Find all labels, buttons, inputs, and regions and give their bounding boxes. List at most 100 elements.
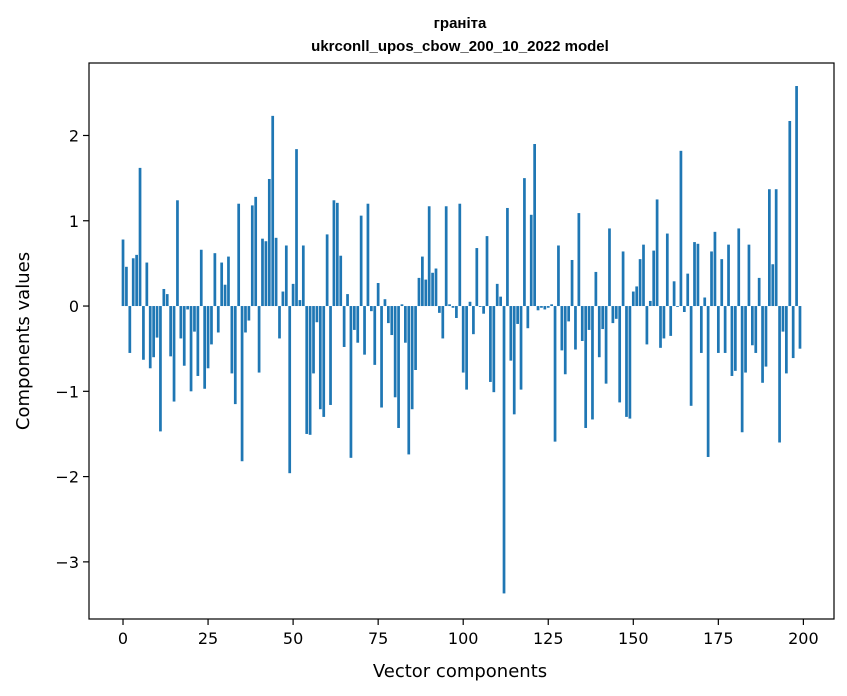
bar bbox=[761, 306, 764, 383]
bar bbox=[267, 178, 271, 307]
bar bbox=[635, 286, 639, 307]
bar bbox=[665, 233, 669, 307]
bar bbox=[342, 306, 346, 347]
y-axis-ticks: −3 −2 −1 0 1 2 bbox=[55, 126, 89, 572]
x-tick-label: 200 bbox=[788, 629, 819, 648]
bar bbox=[318, 306, 322, 410]
bar bbox=[597, 306, 601, 358]
bar bbox=[791, 306, 795, 359]
bar bbox=[546, 306, 550, 308]
x-tick-label: 125 bbox=[533, 629, 564, 648]
bar bbox=[193, 306, 196, 332]
bar bbox=[165, 294, 169, 307]
bar bbox=[308, 306, 312, 435]
bar bbox=[723, 306, 727, 353]
bar bbox=[543, 306, 547, 310]
bar bbox=[451, 306, 455, 308]
bar bbox=[771, 264, 775, 307]
bar bbox=[713, 231, 717, 307]
bar bbox=[220, 262, 224, 307]
bar bbox=[288, 306, 292, 474]
bar bbox=[652, 250, 656, 307]
x-tick-label: 75 bbox=[368, 629, 388, 648]
chart-title-line2: ukrconll_upos_cbow_200_10_2022 model bbox=[311, 38, 609, 55]
bar bbox=[472, 306, 475, 335]
bar bbox=[332, 200, 336, 307]
bar bbox=[536, 306, 540, 311]
bar bbox=[631, 291, 635, 307]
bar bbox=[298, 300, 302, 307]
bar bbox=[727, 244, 730, 307]
y-tick-label: 2 bbox=[69, 126, 79, 145]
bar bbox=[373, 306, 377, 365]
bar bbox=[733, 306, 737, 371]
bar bbox=[172, 306, 176, 402]
bar bbox=[138, 167, 142, 307]
bar bbox=[485, 236, 489, 307]
bar bbox=[499, 296, 502, 307]
bar bbox=[778, 306, 781, 443]
bar bbox=[142, 306, 145, 360]
bar bbox=[720, 259, 724, 307]
bar bbox=[523, 178, 526, 307]
bar bbox=[567, 306, 571, 322]
y-tick-label: −1 bbox=[55, 382, 79, 401]
bar bbox=[540, 306, 543, 308]
bar bbox=[529, 214, 533, 307]
bar bbox=[512, 306, 516, 415]
bar bbox=[155, 306, 159, 338]
bar bbox=[642, 244, 645, 307]
bar bbox=[751, 306, 754, 346]
bar bbox=[560, 306, 564, 351]
bar bbox=[424, 279, 428, 307]
bar bbox=[397, 306, 400, 428]
bar bbox=[577, 213, 581, 307]
bar bbox=[550, 304, 554, 307]
bar bbox=[203, 306, 207, 389]
bar bbox=[210, 306, 213, 345]
bar bbox=[672, 281, 676, 307]
bar bbox=[329, 306, 332, 405]
bar bbox=[404, 306, 407, 343]
bar bbox=[601, 306, 605, 330]
bar bbox=[438, 306, 441, 313]
bar bbox=[414, 306, 417, 370]
bar bbox=[339, 255, 343, 307]
x-tick-label: 50 bbox=[283, 629, 303, 648]
bar bbox=[335, 202, 339, 307]
bar bbox=[563, 306, 567, 375]
bar bbox=[740, 306, 744, 433]
bar bbox=[227, 256, 230, 307]
bar bbox=[781, 306, 785, 332]
bar bbox=[482, 306, 485, 314]
bar bbox=[427, 206, 431, 307]
bar bbox=[240, 306, 244, 462]
bar bbox=[703, 297, 707, 307]
bar bbox=[706, 306, 710, 457]
bar bbox=[754, 306, 758, 353]
bar bbox=[410, 306, 414, 410]
bar bbox=[281, 291, 285, 307]
bar bbox=[475, 248, 479, 307]
y-tick-label: 1 bbox=[69, 212, 79, 231]
bar bbox=[223, 284, 227, 307]
bar bbox=[492, 306, 496, 393]
bar bbox=[199, 249, 203, 307]
bar bbox=[162, 288, 166, 307]
bar bbox=[352, 306, 356, 330]
bar bbox=[798, 306, 802, 349]
bar bbox=[315, 306, 319, 323]
bar bbox=[213, 253, 217, 307]
bar bbox=[519, 306, 523, 390]
bar bbox=[233, 306, 237, 405]
bar bbox=[774, 189, 778, 307]
bar bbox=[148, 306, 152, 369]
bar bbox=[795, 86, 798, 307]
y-tick-label: 0 bbox=[69, 297, 79, 316]
bar bbox=[237, 203, 241, 307]
bar bbox=[254, 196, 258, 307]
bar bbox=[441, 306, 445, 339]
bar bbox=[570, 259, 574, 307]
y-axis-label: Components values bbox=[13, 252, 34, 430]
bar bbox=[468, 301, 472, 307]
